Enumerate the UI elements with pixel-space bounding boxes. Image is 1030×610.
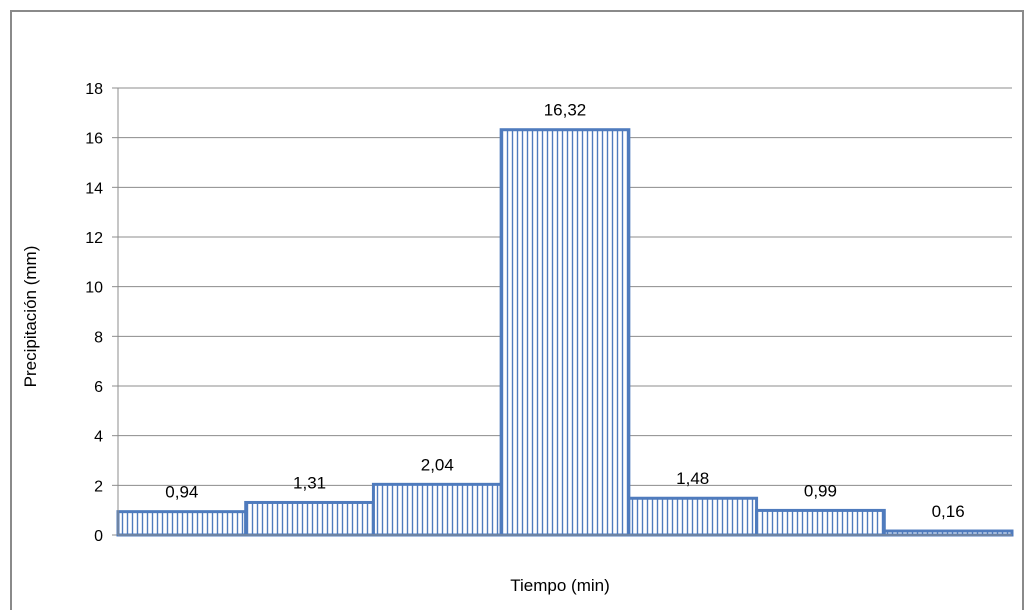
data-labels: 0,94 1,31 2,04 16,32 1,48 0,99 0,16 bbox=[165, 101, 964, 521]
data-label: 1,31 bbox=[293, 473, 326, 492]
y-tick-label: 12 bbox=[85, 230, 103, 247]
bar bbox=[244, 500, 375, 537]
y-tick-label: 4 bbox=[94, 429, 103, 446]
y-tick-label: 18 bbox=[85, 81, 103, 98]
y-tick-label: 10 bbox=[85, 280, 103, 297]
data-label: 1,48 bbox=[676, 469, 709, 488]
y-tick-label: 16 bbox=[85, 131, 103, 148]
bar bbox=[755, 508, 886, 537]
y-tick-labels: 0 2 4 6 8 10 12 14 16 18 bbox=[85, 81, 103, 545]
y-tick-label: 8 bbox=[94, 329, 103, 346]
data-label: 0,16 bbox=[932, 502, 965, 521]
bar bbox=[499, 128, 631, 537]
data-label: 16,32 bbox=[544, 101, 587, 120]
data-label: 0,94 bbox=[165, 483, 198, 502]
y-tick-label: 0 bbox=[94, 528, 103, 545]
data-label: 0,99 bbox=[804, 481, 837, 500]
y-tick-label: 14 bbox=[85, 180, 103, 197]
y-axis-title: Precipitación (mm) bbox=[21, 246, 40, 388]
bar bbox=[882, 529, 1014, 537]
x-axis-title: Tiempo (min) bbox=[510, 576, 610, 595]
bar bbox=[627, 496, 759, 537]
data-label: 2,04 bbox=[421, 455, 454, 474]
y-tick-label: 6 bbox=[94, 379, 103, 396]
bar bbox=[116, 510, 248, 537]
bars bbox=[116, 128, 1014, 537]
bar bbox=[371, 482, 503, 537]
y-tick-label: 2 bbox=[94, 478, 103, 495]
